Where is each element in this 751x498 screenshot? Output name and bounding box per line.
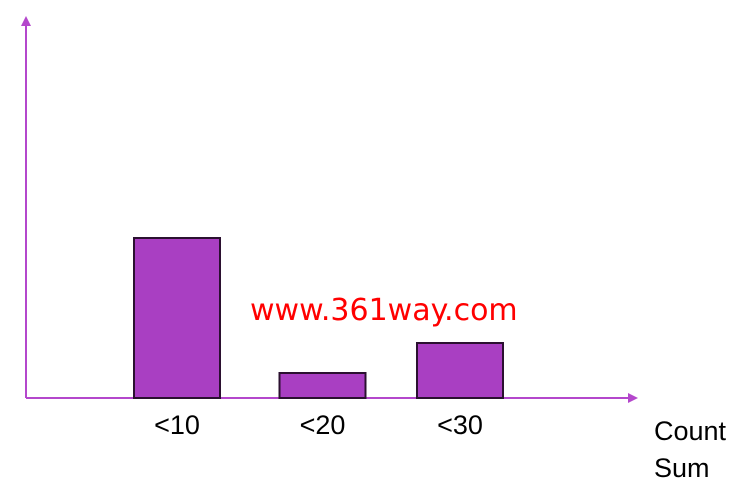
category-label-0: <10 <box>154 410 200 440</box>
watermark-text: www.361way.com <box>250 293 518 328</box>
bar-1 <box>278 372 367 399</box>
category-label-1: <20 <box>300 410 346 440</box>
side-label-sum: Sum <box>654 453 710 483</box>
side-label-count: Count <box>654 416 727 446</box>
bar-2 <box>416 342 504 399</box>
bar-0 <box>133 237 221 399</box>
bars-group <box>133 237 504 399</box>
category-label-2: <30 <box>437 410 483 440</box>
category-labels-group: <10 <20 <30 <box>154 410 483 440</box>
